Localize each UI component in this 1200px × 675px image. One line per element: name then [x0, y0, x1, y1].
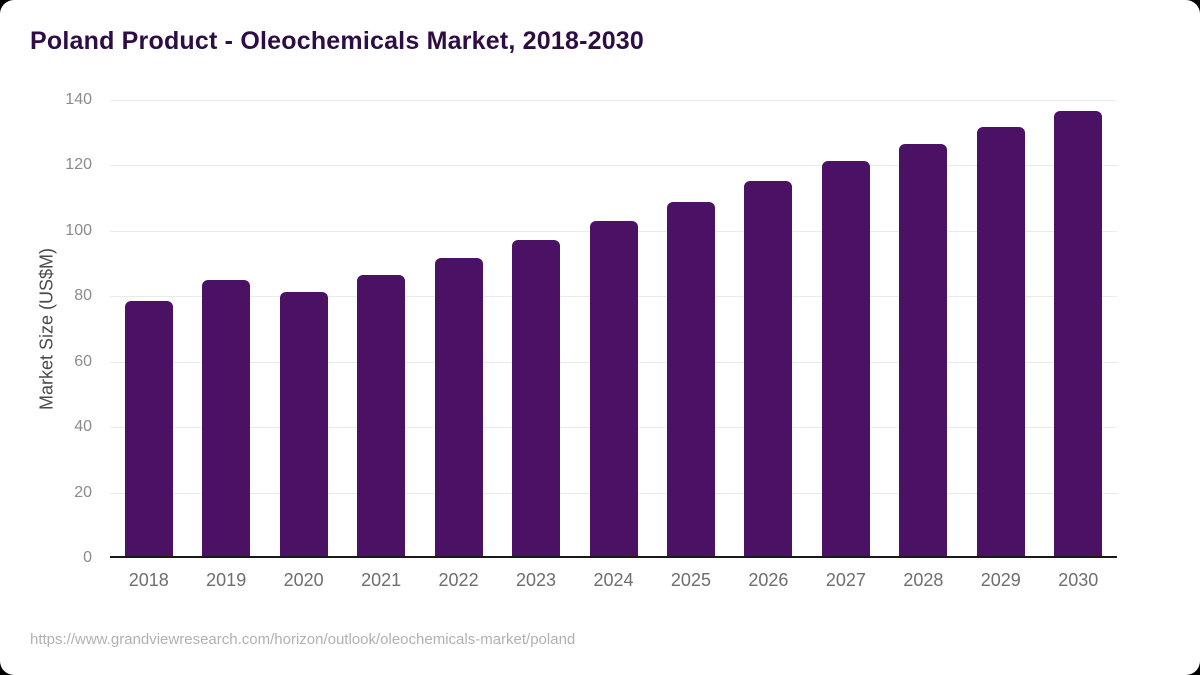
x-axis-label: 2024 [593, 570, 634, 590]
x-axis-label: 2019 [206, 570, 247, 590]
x-axis-label: 2027 [825, 570, 866, 590]
bar-2022 [434, 257, 483, 558]
plot-area [110, 100, 1117, 558]
x-axis-label: 2030 [1058, 570, 1099, 590]
x-axis-label: 2021 [361, 570, 402, 590]
x-axis-label: 2022 [438, 570, 479, 590]
bar-2029 [976, 126, 1025, 558]
x-axis-label: 2029 [980, 570, 1021, 590]
chart-title: Poland Product - Oleochemicals Market, 2… [30, 27, 645, 55]
bar-2030 [1054, 110, 1103, 558]
y-tick-label: 80 [74, 287, 92, 305]
bar-2019 [202, 279, 251, 558]
bar-2023 [512, 239, 561, 558]
bar-2025 [666, 202, 715, 558]
bar-2024 [589, 220, 638, 558]
y-tick-label: 60 [74, 352, 92, 370]
y-axis-title: Market Size (US$M) [36, 247, 57, 411]
bar-2028 [899, 144, 948, 558]
x-axis-line [110, 556, 1117, 558]
source-url: https://www.grandviewresearch.com/horizo… [30, 631, 576, 648]
y-tick-label: 0 [83, 549, 92, 566]
y-tick-label: 140 [65, 91, 92, 108]
gridline [110, 100, 1117, 101]
bar-2026 [744, 181, 793, 558]
bar-2027 [821, 161, 870, 558]
y-tick-label: 20 [74, 483, 92, 501]
bar-2020 [279, 291, 328, 558]
x-axis-label: 2020 [283, 570, 324, 590]
gridline [110, 165, 1117, 167]
x-axis-label: 2018 [128, 570, 169, 590]
x-axis-label: 2025 [670, 570, 711, 590]
bar-2018 [124, 300, 173, 558]
bar-2021 [357, 275, 406, 558]
x-axis-label: 2028 [903, 570, 944, 590]
x-axis-label: 2026 [748, 570, 789, 590]
y-tick-label: 100 [65, 221, 92, 239]
y-tick-label: 40 [74, 418, 92, 436]
y-tick-label: 120 [65, 156, 92, 174]
x-axis-label: 2023 [516, 570, 557, 590]
